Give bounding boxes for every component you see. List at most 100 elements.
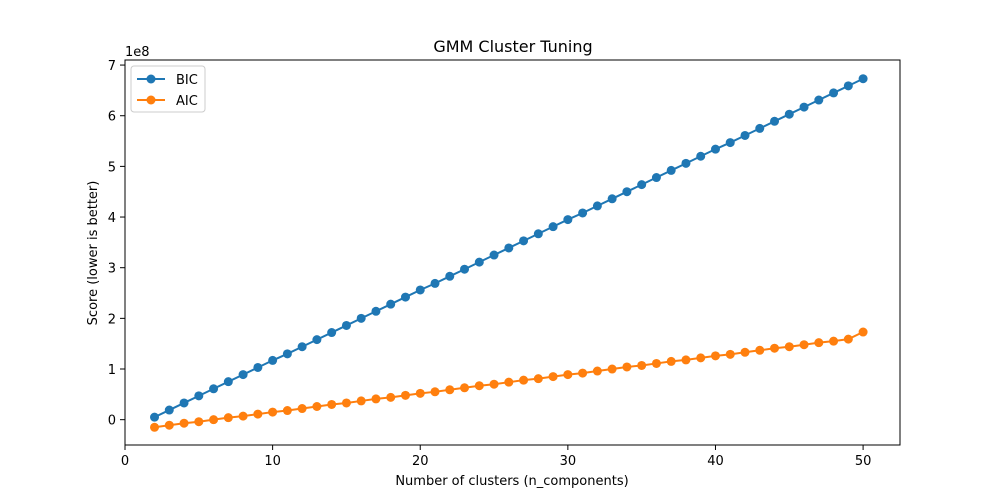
data-point-bic (563, 215, 573, 225)
y-tick-label: 1 (108, 363, 116, 378)
data-point-bic (415, 285, 425, 295)
data-point-bic (312, 335, 322, 345)
data-point-bic (784, 109, 794, 119)
data-point-bic (356, 313, 366, 323)
data-point-bic (829, 88, 839, 98)
data-point-bic (164, 405, 174, 415)
plot-area (150, 74, 868, 432)
data-point-aic (651, 358, 661, 368)
data-point-aic (327, 399, 337, 409)
data-point-aic (770, 343, 780, 353)
data-point-aic (710, 351, 720, 361)
data-point-aic (253, 409, 263, 419)
data-point-aic (829, 336, 839, 346)
data-point-aic (725, 349, 735, 359)
y-tick-label: 7 (108, 59, 116, 74)
data-point-aic (179, 418, 189, 428)
data-point-bic (740, 130, 750, 140)
data-point-aic (843, 334, 853, 344)
data-point-bic (238, 370, 248, 380)
data-point-bic (770, 116, 780, 126)
data-point-bic (533, 229, 543, 239)
data-point-bic (430, 278, 440, 288)
data-point-bic (651, 173, 661, 183)
data-point-bic (474, 257, 484, 267)
y-offset-label: 1e8 (125, 45, 150, 60)
data-point-aic (371, 394, 381, 404)
x-tick-label: 30 (560, 454, 577, 469)
data-point-bic (460, 264, 470, 274)
data-point-aic (696, 353, 706, 363)
data-point-bic (268, 355, 278, 365)
data-point-aic (799, 340, 809, 350)
data-point-aic (681, 355, 691, 365)
y-tick-label: 6 (108, 110, 116, 125)
legend-marker-bic (146, 74, 156, 84)
data-point-aic (164, 420, 174, 430)
data-point-aic (341, 398, 351, 408)
data-point-aic (386, 392, 396, 402)
y-axis-ticks: 0 1 2 3 4 5 6 7 (108, 59, 125, 429)
data-point-bic (710, 144, 720, 154)
data-point-bic (209, 384, 219, 394)
x-tick-label: 40 (707, 454, 724, 469)
plot-frame (124, 59, 901, 446)
data-point-bic (592, 201, 602, 211)
data-point-bic (297, 342, 307, 352)
x-tick-label: 20 (412, 454, 429, 469)
data-point-aic (445, 385, 455, 395)
data-point-aic (519, 375, 529, 385)
data-point-aic (607, 364, 617, 374)
chart-title: GMM Cluster Tuning (433, 37, 592, 56)
data-point-bic (519, 236, 529, 246)
data-point-bic (755, 123, 765, 133)
data-point-aic (740, 347, 750, 357)
data-point-bic (843, 81, 853, 91)
data-point-aic (755, 345, 765, 355)
series-aic (150, 327, 868, 432)
data-point-bic (282, 349, 292, 359)
data-point-bic (607, 194, 617, 204)
data-point-bic (622, 187, 632, 197)
data-point-aic (238, 411, 248, 421)
x-tick-label: 50 (855, 454, 872, 469)
series-bic (150, 74, 868, 422)
data-point-bic (799, 102, 809, 112)
x-tick-label: 10 (264, 454, 281, 469)
data-point-aic (622, 362, 632, 372)
data-point-aic (415, 388, 425, 398)
data-point-aic (814, 338, 824, 348)
data-point-aic (858, 327, 868, 337)
data-point-bic (445, 271, 455, 281)
legend-label-bic: BIC (176, 73, 198, 88)
data-point-aic (282, 406, 292, 416)
data-point-aic (578, 368, 588, 378)
x-axis-ticks: 0 10 20 30 40 50 (121, 445, 872, 469)
data-point-bic (371, 306, 381, 316)
legend-marker-aic (146, 95, 156, 105)
data-point-bic (681, 158, 691, 168)
data-point-aic (400, 390, 410, 400)
legend-label-aic: AIC (176, 94, 198, 109)
data-point-bic (341, 320, 351, 330)
y-axis-label: Score (lower is better) (86, 181, 101, 326)
data-point-aic (533, 374, 543, 384)
data-point-bic (504, 243, 514, 253)
data-point-aic (563, 370, 573, 380)
data-point-aic (150, 422, 160, 432)
data-point-aic (460, 383, 470, 393)
y-tick-label: 0 (108, 414, 116, 429)
data-point-bic (327, 328, 337, 338)
data-point-aic (312, 402, 322, 411)
data-point-aic (504, 377, 514, 387)
data-point-aic (548, 372, 558, 382)
data-point-aic (592, 366, 602, 376)
data-point-aic (666, 356, 676, 366)
data-point-bic (194, 391, 204, 401)
data-point-bic (386, 299, 396, 309)
data-point-bic (666, 165, 676, 175)
y-tick-label: 5 (108, 160, 116, 175)
data-point-aic (489, 379, 499, 389)
data-point-bic (179, 398, 189, 408)
